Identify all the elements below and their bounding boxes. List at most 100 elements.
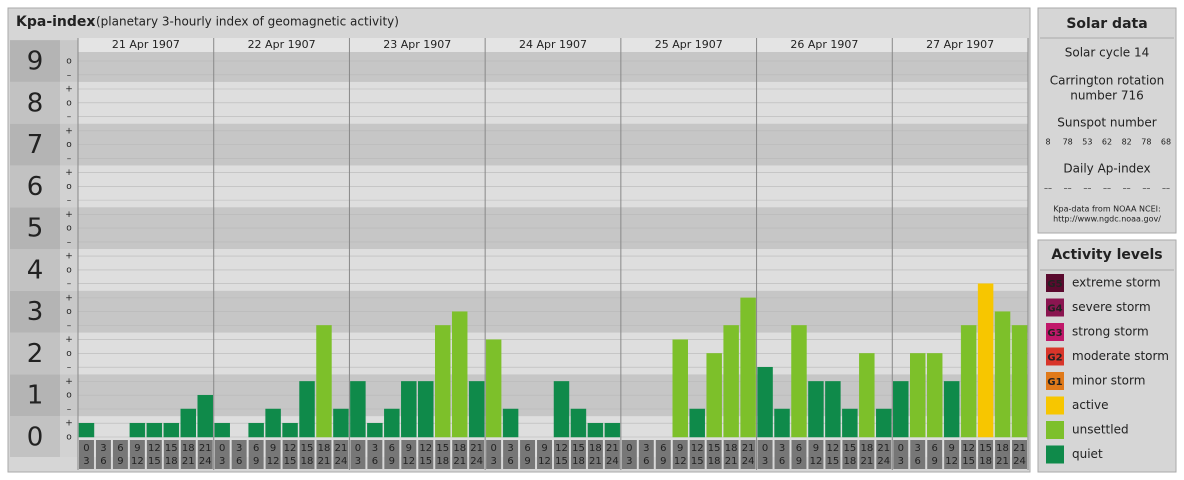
hour-label: 0 [490, 443, 496, 454]
hour-label: 9 [134, 443, 140, 454]
hour-box [418, 440, 434, 469]
ap-values: –– [1142, 184, 1150, 193]
sunspot-numbers: 82 [1122, 138, 1132, 147]
carrington: Carrington rotation [1050, 74, 1164, 88]
hour-label: 6 [932, 443, 938, 454]
hour-label: 3 [236, 443, 242, 454]
minor-tick-label: o [66, 391, 72, 401]
bar [468, 381, 485, 438]
subtitle: (planetary 3-hourly index of geomagnetic… [96, 15, 399, 29]
minor-tick-label: – [67, 279, 72, 289]
hour-label: 18 [708, 456, 721, 467]
hour-label: 24 [742, 456, 755, 467]
hour-label: 9 [270, 443, 276, 454]
hour-box [401, 440, 417, 469]
bar [451, 311, 468, 438]
bar [587, 422, 604, 438]
hour-label: 9 [796, 456, 802, 467]
bar [401, 381, 417, 438]
minor-tick-label: o [66, 182, 72, 192]
ap-values: –– [1044, 184, 1052, 193]
minor-tick-label: – [67, 112, 72, 122]
hour-label: 15 [284, 456, 297, 467]
hour-label: 6 [117, 443, 123, 454]
bar [265, 408, 281, 438]
bar [180, 408, 197, 438]
hour-box [927, 440, 943, 469]
sunspot-numbers: 8 [1045, 138, 1050, 147]
hour-label: 21 [860, 456, 873, 467]
hour-label: 0 [762, 443, 768, 454]
minor-tick-label: + [65, 168, 73, 178]
hour-label: 18 [182, 443, 195, 454]
panel-title: Activity levels [1051, 247, 1162, 263]
bar [774, 408, 790, 438]
hour-label: 15 [827, 456, 840, 467]
bar [604, 422, 621, 438]
hour-label: 9 [660, 456, 666, 467]
y-tick-label: 7 [27, 130, 44, 160]
hour-box [163, 440, 179, 469]
bar [282, 422, 298, 438]
hour-label: 15 [691, 456, 704, 467]
bar [740, 297, 756, 438]
hour-box [961, 440, 977, 469]
minor-tick-label: o [66, 265, 72, 275]
hour-label: 21 [725, 456, 738, 467]
bar [367, 422, 383, 438]
axis-band [10, 40, 60, 82]
level-swatch [1046, 274, 1064, 292]
hour-label: 3 [372, 443, 378, 454]
hour-label: 9 [541, 443, 547, 454]
axis-band [60, 123, 78, 166]
minor-tick-label: – [67, 196, 72, 206]
hour-label: 0 [355, 443, 361, 454]
bar [299, 381, 315, 438]
hour-box [587, 440, 603, 469]
hour-label: 24 [1013, 456, 1026, 467]
level-swatch [1046, 396, 1064, 415]
hour-label: 21 [606, 443, 619, 454]
hour-box [842, 440, 858, 469]
minor-tick-label: + [65, 84, 73, 94]
bar [333, 408, 349, 438]
minor-tick-label: o [66, 307, 72, 317]
level-swatch [1046, 298, 1064, 317]
y-tick-label: 3 [27, 297, 44, 327]
hour-box [435, 440, 451, 469]
hour-label: 12 [267, 456, 280, 467]
hour-label: 15 [708, 443, 721, 454]
y-tick-label: 4 [27, 255, 44, 285]
hour-label: 12 [284, 443, 297, 454]
bar [78, 422, 95, 438]
hour-box [282, 440, 298, 469]
hour-box [638, 440, 654, 469]
hour-label: 6 [100, 456, 106, 467]
axis-band [10, 81, 60, 124]
source: http://www.ngdc.noaa.gov/ [1053, 215, 1161, 224]
level-label: extreme storm [1072, 276, 1161, 290]
minor-tick-label: o [66, 140, 72, 150]
level-badge: G2 [1047, 353, 1062, 364]
hour-box [299, 440, 315, 469]
axis-band [60, 416, 78, 457]
axis-band [10, 332, 60, 375]
hour-label: 3 [898, 456, 904, 467]
hour-label: 12 [962, 443, 975, 454]
date-label: 25 Apr 1907 [655, 38, 723, 51]
hour-box [316, 440, 332, 469]
hour-label: 15 [844, 443, 857, 454]
hour-label: 18 [301, 456, 314, 467]
bar [316, 325, 332, 438]
date-label: 27 Apr 1907 [926, 38, 994, 51]
axis-band [60, 249, 78, 291]
sunspot-numbers: 78 [1063, 138, 1073, 147]
hour-label: 3 [507, 443, 513, 454]
bar [977, 283, 994, 438]
hour-label: 12 [810, 456, 823, 467]
hour-label: 12 [674, 456, 687, 467]
title: Kpa-index [16, 14, 95, 30]
minor-tick-label: – [67, 237, 72, 247]
sunspot-numbers: 62 [1102, 138, 1112, 147]
level-label: strong storm [1072, 325, 1149, 339]
